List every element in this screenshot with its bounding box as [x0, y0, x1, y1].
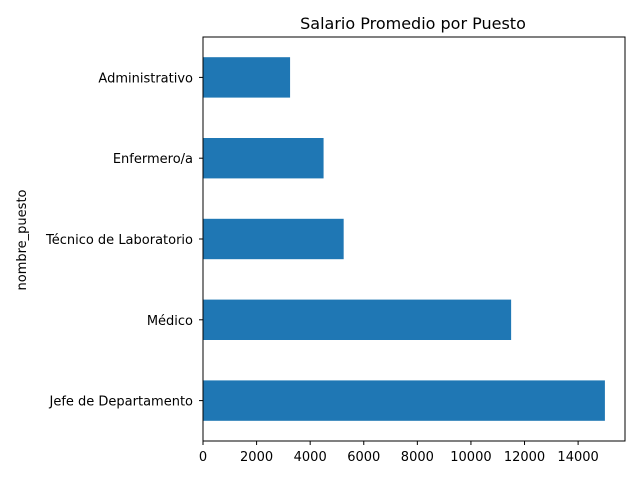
y-axis-label: nombre_puesto: [15, 189, 30, 290]
bar: [203, 380, 605, 421]
ticks-layer: Jefe de Departamento Médico Técnico de Lab…: [45, 71, 599, 465]
bar: [203, 57, 291, 98]
y-tick-label: Médico: [147, 314, 193, 329]
bars-layer: [203, 57, 605, 421]
x-tick-label: 12000: [504, 450, 545, 465]
bar: [203, 218, 344, 260]
bar: [203, 138, 324, 179]
x-tick-label: 14000: [557, 450, 598, 465]
x-tick-label: 2000: [240, 450, 273, 465]
x-tick-label: 4000: [294, 450, 327, 465]
plot-frame: [202, 36, 626, 442]
y-tick-label: Jefe de Departamento: [48, 395, 193, 410]
axes-frame: [202, 36, 626, 442]
y-tick-label: Administrativo: [98, 71, 193, 86]
bar: [203, 299, 512, 340]
y-tick-label: Técnico de Laboratorio: [45, 233, 193, 248]
x-tick-label: 6000: [347, 450, 380, 465]
x-tick-label: 8000: [401, 450, 434, 465]
y-tick-label: Enfermero/a: [113, 152, 193, 167]
chart-title: Salario Promedio por Puesto: [300, 14, 526, 33]
x-tick-label: 10000: [450, 450, 491, 465]
x-tick-label: 0: [199, 450, 207, 465]
